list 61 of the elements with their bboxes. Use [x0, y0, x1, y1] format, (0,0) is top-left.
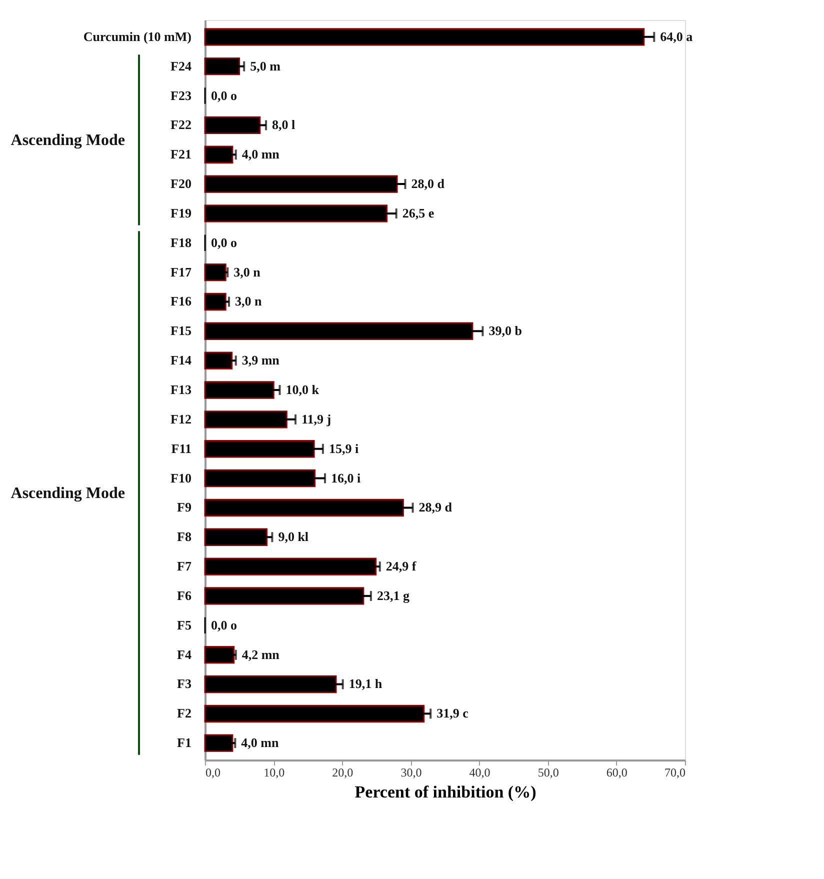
- data-label: 15,9 i: [328, 440, 359, 456]
- y-tick-label: Curcumin (10 mM): [83, 28, 192, 44]
- text: Ascending Mode: [10, 132, 125, 149]
- data-label: 39,0 b: [488, 323, 522, 338]
- data-label: 4,2 mn: [242, 646, 280, 662]
- data-label: 0,0 o: [211, 88, 237, 103]
- x-tick-label: 30,0: [400, 766, 422, 780]
- y-tick-label: F24: [170, 58, 192, 74]
- y-tick-label: F13: [170, 382, 192, 397]
- data-label: 10,0 k: [286, 382, 320, 397]
- data-label: 28,9 d: [418, 500, 453, 515]
- x-tick-label: 40,0: [469, 766, 490, 780]
- data-label: 5,0 m: [250, 58, 281, 74]
- y-tick-label: F10: [170, 470, 192, 486]
- y-tick-label: F7: [177, 558, 192, 574]
- y-tick-label: F2: [177, 706, 192, 721]
- data-label: 4,0 mn: [242, 146, 280, 162]
- data-label: 4,0 mn: [241, 735, 280, 750]
- y-tick-label: F17: [170, 264, 192, 280]
- data-label: 8,0 l: [272, 117, 296, 132]
- y-tick-label: F6: [177, 588, 192, 603]
- y-tick-label: F23: [170, 88, 192, 103]
- data-label: 9,0 kl: [278, 529, 309, 544]
- y-tick-label: F8: [177, 529, 192, 544]
- y-tick-label: F12: [170, 411, 192, 426]
- data-label: 24,9 f: [386, 558, 417, 574]
- y-tick-label: F16: [170, 294, 192, 309]
- x-tick-label: 60,0: [606, 766, 628, 780]
- data-label: 64,0 a: [660, 28, 694, 44]
- x-axis-title: Percent of inhibition (%): [354, 782, 536, 802]
- x-tick-label: 20,0: [332, 766, 354, 780]
- y-tick-label: F5: [177, 617, 192, 632]
- data-label: 11,9 j: [302, 411, 332, 426]
- y-tick-label: F22: [170, 117, 192, 132]
- y-tick-label: F4: [177, 646, 192, 662]
- data-label: 3,0 n: [234, 264, 262, 280]
- data-label: 3,9 mn: [242, 352, 280, 368]
- text: Ascending Mode: [10, 484, 125, 502]
- data-label: 0,0 o: [211, 617, 237, 632]
- y-tick-label: F15: [170, 323, 192, 338]
- x-tick-label: 0,0: [206, 766, 220, 780]
- x-tick-label: 10,0: [264, 766, 285, 780]
- data-label: 3,0 n: [235, 294, 262, 309]
- data-label: 16,0 i: [331, 470, 361, 486]
- data-label: 28,0 d: [411, 176, 446, 192]
- y-tick-label: F20: [170, 176, 192, 192]
- y-tick-label: F11: [171, 440, 192, 456]
- y-tick-label: F14: [170, 352, 192, 368]
- data-label: 31,9 c: [436, 706, 469, 721]
- y-tick-label: F19: [170, 205, 192, 220]
- y-tick-label: F3: [177, 676, 192, 692]
- data-label: 0,0 o: [211, 234, 237, 250]
- y-tick-label: F1: [177, 735, 192, 750]
- y-tick-label: F9: [177, 500, 192, 515]
- data-label: 19,1 h: [348, 676, 383, 692]
- y-tick-label: F21: [170, 146, 192, 162]
- x-tick-label: 50,0: [538, 766, 559, 780]
- data-label: 26,5 e: [402, 205, 434, 220]
- x-tick-label: 70,0: [664, 766, 686, 780]
- y-tick-label: F18: [170, 234, 192, 250]
- data-label: 23,1 g: [376, 588, 410, 603]
